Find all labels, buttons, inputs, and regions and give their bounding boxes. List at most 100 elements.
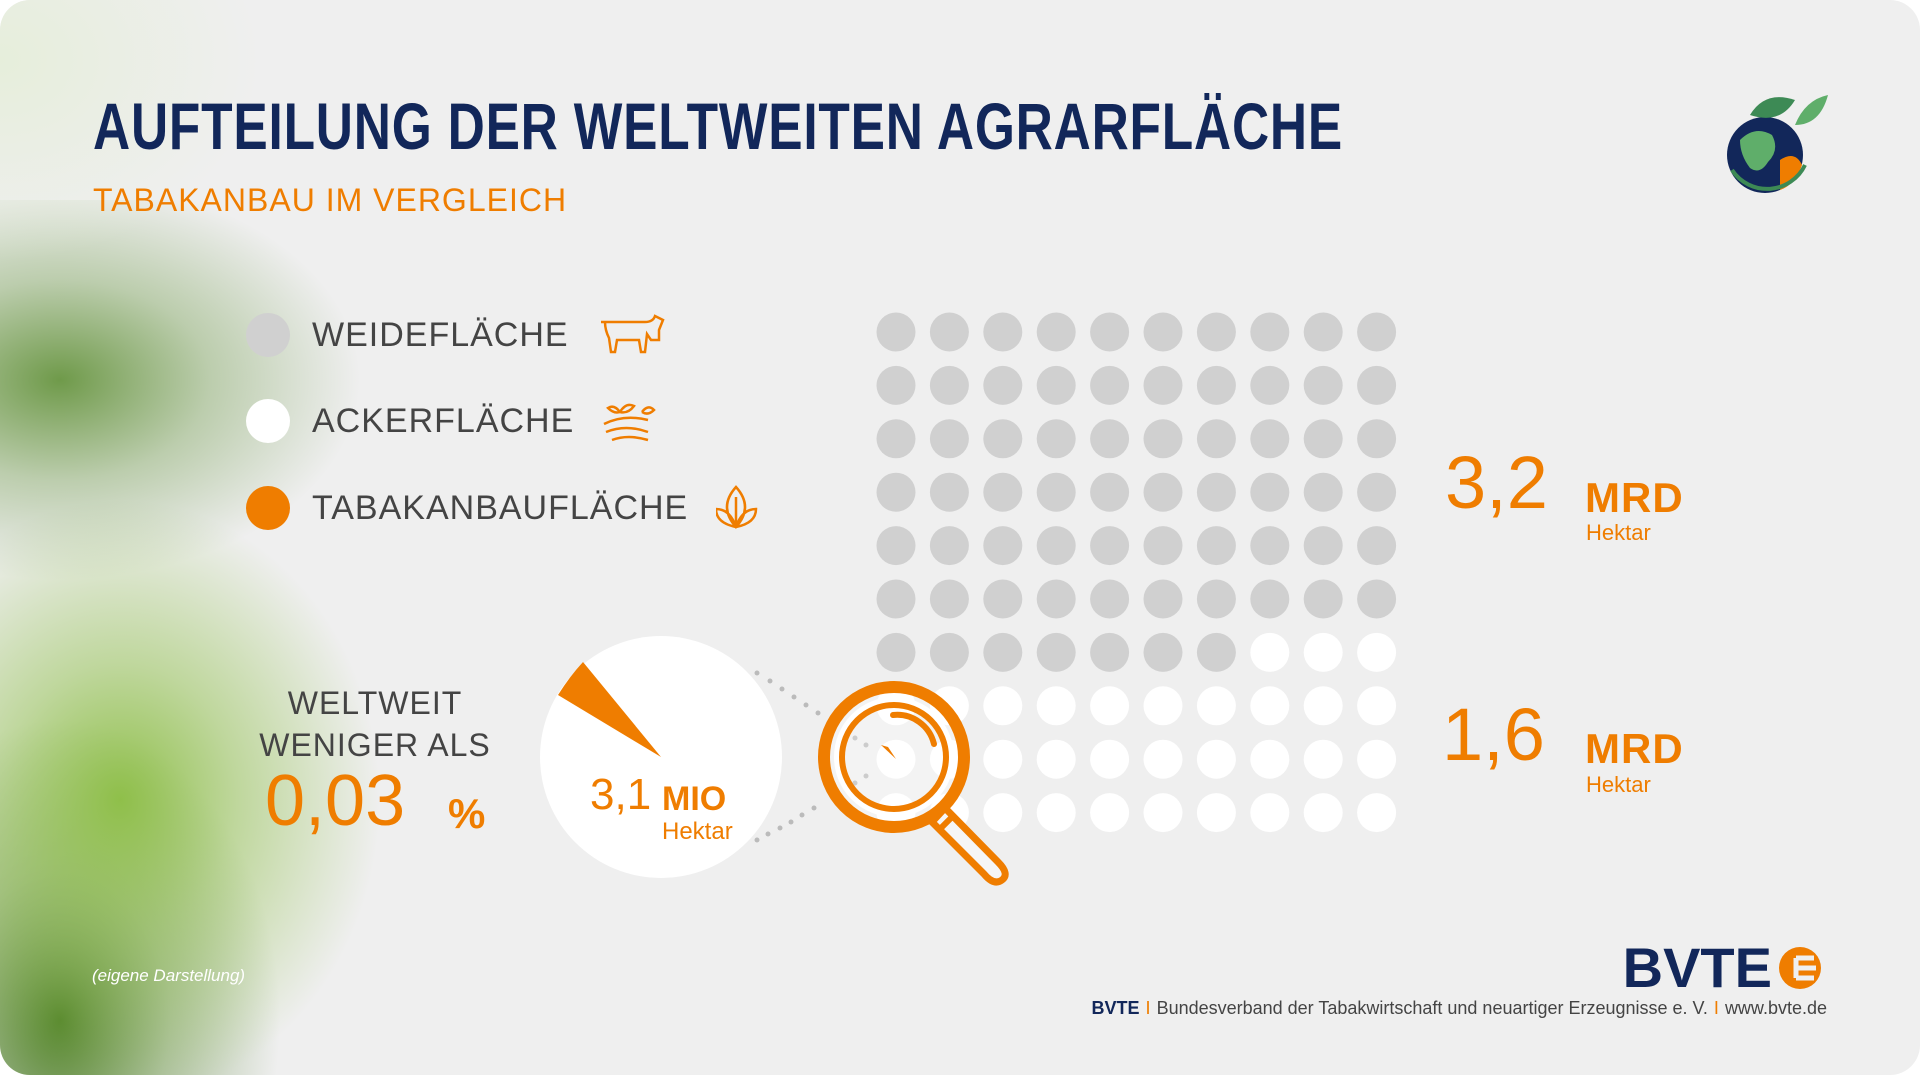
waffle-dot-weideflaeche — [983, 526, 1023, 566]
waffle-dot-weideflaeche — [1143, 365, 1183, 405]
waffle-dot-weideflaeche — [1303, 526, 1343, 566]
waffle-dot-ackerflaeche — [1090, 739, 1130, 779]
leaf-icon — [716, 485, 758, 529]
share-caption: WELTWEIT WENIGER ALS — [230, 682, 520, 766]
footer-separator: I — [1145, 998, 1151, 1018]
footer: BVTE I Bundesverband der Tabakwirtschaft u… — [1092, 998, 1827, 1019]
acker-unit: MRD — [1585, 725, 1684, 772]
waffle-dot-weideflaeche — [1036, 579, 1076, 619]
waffle-dot-weideflaeche — [1036, 312, 1076, 352]
waffle-dot-weideflaeche — [1357, 365, 1397, 405]
field-sprout-icon — [603, 403, 657, 442]
waffle-dot-weideflaeche — [1196, 526, 1236, 566]
waffle-dot-weideflaeche — [1143, 632, 1183, 672]
waffle-dot-weideflaeche — [1250, 526, 1290, 566]
source-note: (eigene Darstellung) — [92, 966, 246, 985]
waffle-dot-weideflaeche — [1303, 579, 1343, 619]
waffle-dot-weideflaeche — [876, 526, 916, 566]
logo-e-mark-icon — [1779, 946, 1821, 989]
legend-item-weideflaeche: WEIDEFLÄCHE — [246, 312, 667, 358]
footer-url[interactable]: www.bvte.de — [1724, 998, 1827, 1018]
waffle-dot-weideflaeche — [1036, 472, 1076, 512]
waffle-dot-weideflaeche — [1357, 579, 1397, 619]
weide-sub: Hektar — [1586, 520, 1651, 545]
waffle-dot-weideflaeche — [1196, 579, 1236, 619]
waffle-dot-weideflaeche — [1036, 632, 1076, 672]
legend-swatch-orange — [246, 486, 290, 530]
waffle-dot-weideflaeche — [1303, 312, 1343, 352]
waffle-dot-weideflaeche — [876, 365, 916, 405]
waffle-dot-weideflaeche — [1143, 579, 1183, 619]
waffle-dot-ackerflaeche — [929, 739, 969, 779]
waffle-dot-weideflaeche — [929, 365, 969, 405]
cow-icon — [600, 314, 665, 354]
waffle-dot-ackerflaeche — [1036, 739, 1076, 779]
waffle-dot-weideflaeche — [929, 579, 969, 619]
waffle-dot-weideflaeche — [1090, 579, 1130, 619]
waffle-dot-ackerflaeche — [1250, 686, 1290, 726]
share-value: 0,03 — [265, 761, 406, 841]
waffle-dot-weideflaeche — [1090, 312, 1130, 352]
waffle-dot-weideflaeche — [1357, 472, 1397, 512]
globe-leaf-icon — [1727, 95, 1828, 193]
waffle-dot-weideflaeche — [983, 419, 1023, 459]
waffle-dot-ackerflaeche — [983, 739, 1023, 779]
waffle-dot-weideflaeche — [1143, 419, 1183, 459]
waffle-dot-weideflaeche — [1036, 365, 1076, 405]
waffle-dot-ackerflaeche — [1196, 686, 1236, 726]
waffle-dot-weideflaeche — [1090, 526, 1130, 566]
waffle-dot-weideflaeche — [929, 472, 969, 512]
waffle-dot-weideflaeche — [1357, 419, 1397, 459]
waffle-dot-weideflaeche — [1250, 419, 1290, 459]
waffle-dot-ackerflaeche — [1250, 739, 1290, 779]
logo-text: BVTE — [1622, 936, 1772, 999]
waffle-dot-ackerflaeche — [1250, 632, 1290, 672]
waffle-dot-ackerflaeche — [1357, 632, 1397, 672]
weide-unit: MRD — [1585, 474, 1684, 521]
waffle-dot-weideflaeche — [929, 632, 969, 672]
waffle-dot-weideflaeche — [1196, 419, 1236, 459]
waffle-dot-ackerflaeche — [1036, 793, 1076, 833]
legend-label: ACKERFLÄCHE — [312, 401, 575, 440]
legend-item-tabakanbauflaeche: TABAKANBAUFLÄCHE — [246, 485, 786, 531]
waffle-dot-ackerflaeche — [1090, 793, 1130, 833]
waffle-dot-weideflaeche — [983, 472, 1023, 512]
waffle-dot-ackerflaeche — [1303, 793, 1343, 833]
tabak-unit: MIO — [662, 780, 727, 818]
bvte-logo: BVTE — [1623, 935, 1822, 1000]
legend-label: WEIDEFLÄCHE — [312, 315, 569, 354]
share-line1: WELTWEIT — [287, 685, 463, 721]
waffle-dot-weideflaeche — [1090, 419, 1130, 459]
waffle-dot-weideflaeche — [1303, 419, 1343, 459]
background-haze — [0, 0, 320, 260]
legend-swatch-gray — [246, 313, 290, 357]
waffle-dot-weideflaeche — [983, 632, 1023, 672]
waffle-dot-ackerflaeche — [1357, 739, 1397, 779]
waffle-dot-weideflaeche — [876, 312, 916, 352]
acker-sub: Hektar — [1586, 772, 1651, 797]
waffle-dot-ackerflaeche — [983, 793, 1023, 833]
waffle-dot-ackerflaeche — [1143, 686, 1183, 726]
waffle-dot-weideflaeche — [1250, 312, 1290, 352]
footer-name: Bundesverband der Tabakwirtschaft und ne… — [1156, 998, 1708, 1018]
waffle-dot-weideflaeche — [983, 365, 1023, 405]
page-title: AUFTEILUNG DER WELTWEITEN AGRARFLÄCHE — [93, 89, 1343, 163]
footer-separator: I — [1713, 998, 1719, 1018]
legend-item-ackerflaeche: ACKERFLÄCHE — [246, 398, 672, 444]
waffle-dot-weideflaeche — [1196, 632, 1236, 672]
waffle-dot-weideflaeche — [929, 419, 969, 459]
waffle-dot-weideflaeche — [1250, 472, 1290, 512]
waffle-dot-weideflaeche — [929, 526, 969, 566]
waffle-dot-weideflaeche — [929, 312, 969, 352]
waffle-dot-weideflaeche — [1090, 632, 1130, 672]
waffle-dot-weideflaeche — [1250, 365, 1290, 405]
tabak-zoom-circle — [540, 636, 782, 878]
share-line2: WENIGER ALS — [259, 727, 491, 763]
waffle-dot-weideflaeche — [983, 312, 1023, 352]
waffle-dot-weideflaeche — [1303, 472, 1343, 512]
waffle-dot-weideflaeche — [1357, 526, 1397, 566]
waffle-dot-weideflaeche — [1036, 526, 1076, 566]
waffle-dot-ackerflaeche — [1090, 686, 1130, 726]
legend-swatch-white — [246, 399, 290, 443]
waffle-dot-ackerflaeche — [929, 793, 969, 833]
